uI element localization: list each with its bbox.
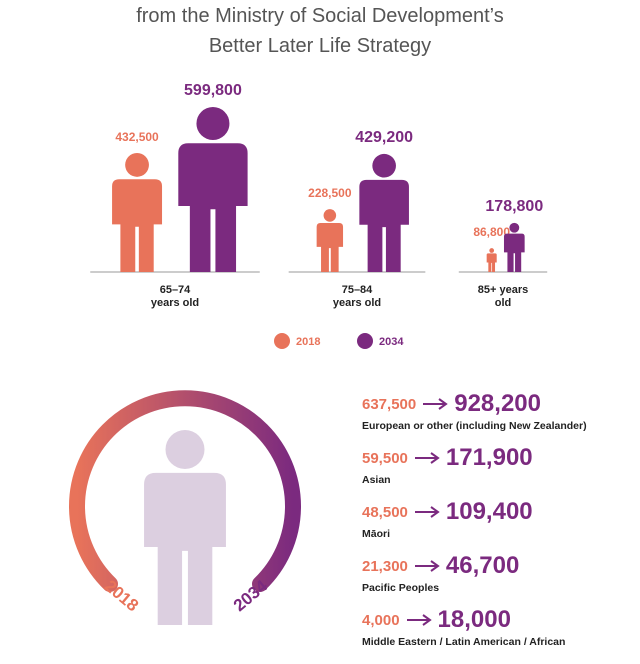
to-value: 109,400 bbox=[445, 498, 533, 525]
person-head bbox=[489, 248, 495, 253]
arrow bbox=[414, 506, 440, 518]
person-icon bbox=[486, 248, 497, 272]
row-figures: 637,500 928,200 bbox=[362, 390, 587, 418]
legend-swatch bbox=[357, 333, 373, 349]
arc-label: 2018 bbox=[101, 576, 142, 615]
row-figures: 48,500 109,400 bbox=[362, 498, 533, 526]
from-value: 48,500 bbox=[362, 503, 408, 521]
legend-swatch bbox=[274, 333, 290, 349]
ethnicity-row: 48,500 109,400 Māori bbox=[362, 498, 533, 540]
person-head bbox=[323, 209, 337, 222]
person-head bbox=[509, 222, 520, 233]
person-icon bbox=[178, 107, 248, 272]
from-value: 59,500 bbox=[362, 449, 408, 467]
title-line: Better Later Life Strategy bbox=[209, 35, 431, 57]
value-label: 86,800 bbox=[473, 225, 510, 239]
to-value: 18,000 bbox=[437, 606, 511, 633]
arrow bbox=[423, 398, 448, 410]
legend-label: 2034 bbox=[379, 336, 404, 348]
ethnicity-row: 4,000 18,000 Middle Eastern / Latin Americ… bbox=[362, 606, 565, 648]
category-label: 85+ years old bbox=[477, 284, 529, 309]
person-body bbox=[316, 222, 344, 272]
to-value: 46,700 bbox=[445, 552, 520, 579]
group-label: Māori bbox=[362, 528, 391, 540]
big-person-icon bbox=[144, 430, 226, 625]
from-value: 21,300 bbox=[362, 557, 408, 575]
row-figures: 21,300 46,700 bbox=[362, 552, 519, 580]
person-icon bbox=[503, 222, 525, 272]
from-value: 637,500 bbox=[362, 395, 417, 413]
ethnicity-row: 637,500 928,200 European or other (includi… bbox=[362, 390, 587, 432]
ethnicity-row: 59,500 171,900 Asian bbox=[362, 444, 533, 486]
category-label: 65–74 years old bbox=[150, 284, 200, 309]
ethnicity-row: 21,300 46,700 Pacific Peoples bbox=[362, 552, 519, 594]
person-body bbox=[112, 179, 163, 272]
value-label: 178,800 bbox=[485, 198, 543, 215]
group-label: Middle Eastern / Latin American / Africa… bbox=[362, 636, 566, 648]
title-line: from the Ministry of Social Development’… bbox=[136, 5, 504, 27]
person-icon bbox=[359, 153, 409, 272]
arrow bbox=[414, 452, 440, 464]
person-head bbox=[125, 153, 149, 177]
to-value: 928,200 bbox=[454, 390, 541, 417]
value-label: 228,500 bbox=[308, 186, 352, 200]
person-body bbox=[486, 253, 497, 272]
value-label: 599,800 bbox=[184, 82, 242, 99]
arrow bbox=[414, 560, 440, 572]
legend-label: 2018 bbox=[296, 336, 320, 348]
person-icon bbox=[112, 153, 163, 272]
value-label: 429,200 bbox=[355, 129, 413, 146]
group-label: Asian bbox=[362, 474, 391, 486]
arrow bbox=[406, 614, 432, 626]
category-label: 75–84 years old bbox=[332, 284, 382, 309]
to-value: 171,900 bbox=[445, 444, 533, 471]
row-figures: 4,000 18,000 bbox=[362, 606, 565, 634]
group-label: European or other (including New Zealand… bbox=[362, 420, 587, 432]
group-label: Pacific Peoples bbox=[362, 582, 440, 594]
from-value: 4,000 bbox=[362, 611, 400, 629]
person-body bbox=[359, 179, 409, 272]
progress-arc bbox=[69, 390, 301, 592]
person-icon bbox=[316, 209, 344, 272]
person-head bbox=[372, 153, 396, 178]
row-figures: 59,500 171,900 bbox=[362, 444, 533, 472]
person-body bbox=[178, 143, 248, 272]
person-head bbox=[196, 107, 230, 140]
value-label: 432,500 bbox=[115, 130, 159, 144]
person-body bbox=[503, 233, 525, 272]
